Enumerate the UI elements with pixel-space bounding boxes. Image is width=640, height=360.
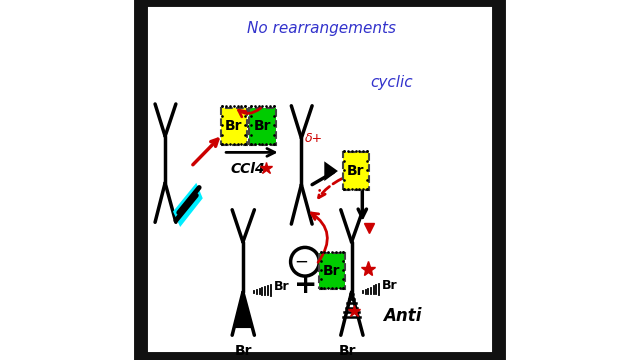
Text: Br: Br bbox=[339, 345, 356, 358]
FancyBboxPatch shape bbox=[319, 253, 345, 289]
FancyBboxPatch shape bbox=[221, 108, 247, 145]
FancyArrowPatch shape bbox=[311, 213, 327, 262]
Text: Br: Br bbox=[323, 264, 340, 278]
FancyBboxPatch shape bbox=[250, 108, 276, 145]
Text: Br: Br bbox=[382, 279, 397, 292]
Text: δ+: δ+ bbox=[305, 131, 323, 144]
Text: Anti: Anti bbox=[383, 306, 422, 324]
FancyBboxPatch shape bbox=[342, 152, 369, 190]
Text: No rearrangements: No rearrangements bbox=[247, 21, 396, 36]
Text: Br: Br bbox=[254, 119, 271, 133]
Text: Br: Br bbox=[273, 280, 289, 293]
Text: CCl4: CCl4 bbox=[231, 162, 266, 176]
Polygon shape bbox=[233, 292, 253, 328]
FancyArrowPatch shape bbox=[239, 108, 260, 117]
Text: Br: Br bbox=[225, 119, 243, 133]
Text: cyclic: cyclic bbox=[371, 75, 413, 90]
Text: Br: Br bbox=[235, 345, 252, 358]
Text: −: − bbox=[294, 253, 308, 271]
Polygon shape bbox=[324, 161, 338, 181]
Polygon shape bbox=[173, 183, 203, 227]
Text: Br: Br bbox=[347, 165, 365, 179]
Text: +: + bbox=[294, 271, 317, 299]
